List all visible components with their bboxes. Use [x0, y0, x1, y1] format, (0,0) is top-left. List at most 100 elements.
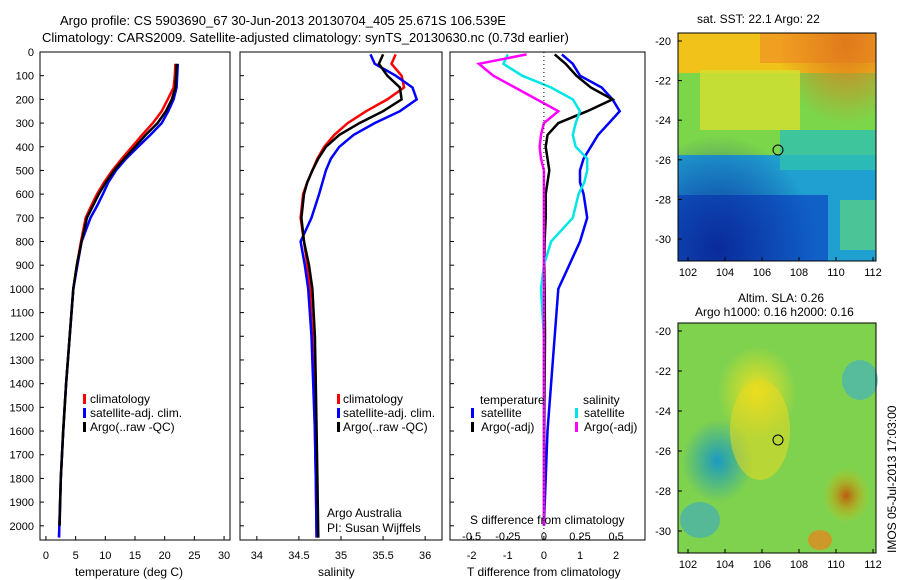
legend-argo-raw-2: Argo(..raw -QC)	[343, 420, 428, 434]
legend-swatch-s-satellite	[575, 408, 578, 418]
depth-tick-label: 900	[16, 260, 34, 272]
argo-location-marker-sla	[772, 434, 784, 446]
sla-map-title2: Argo h1000: 0.16 h2000: 0.16	[695, 305, 854, 319]
map-x-tick-label: 112	[864, 559, 882, 571]
x-tick-label: 36	[419, 550, 431, 562]
sst-map	[677, 32, 877, 262]
legend-climatology: climatology	[90, 392, 150, 406]
x2-tick-label: -0.25	[495, 531, 520, 543]
depth-tick-label: 0	[28, 47, 34, 59]
legend-swatch-s-argo	[575, 422, 578, 432]
map-y-tick-label: -24	[655, 115, 671, 127]
legend-swatch-satellite-2	[337, 408, 340, 418]
imos-timestamp: IMOS 05-Jul-2013 17:03:00	[885, 405, 899, 553]
map-y-tick-label: -28	[655, 194, 671, 206]
x-tick-label: 0	[43, 550, 49, 562]
temperature-plot: 0 5 10 15 20 25 30	[43, 63, 230, 562]
map-y-tick-label: -22	[655, 366, 671, 378]
depth-tick-label: 2000	[10, 521, 34, 533]
argo-location-marker-sst	[772, 144, 784, 156]
x-tick-label: 2	[613, 550, 619, 562]
map-y-tick-label: -26	[655, 155, 671, 167]
legend-salinity-heading: salinity	[583, 393, 620, 407]
series-line	[57, 63, 177, 538]
x2-tick-label: 0.25	[569, 531, 590, 543]
depth-axis: 0 100 200 300 400 500 600 700 800 900 1000 1100 1200…	[10, 47, 454, 533]
x-tick-label: 35	[335, 550, 347, 562]
legend-satellite-adj-2: satellite-adj. clim.	[343, 406, 435, 420]
legend-satellite-adj: satellite-adj. clim.	[90, 406, 182, 420]
x-tick-label: 0	[541, 550, 547, 562]
map-x-tick-label: 110	[827, 559, 845, 571]
legend-swatch-satellite	[83, 408, 86, 418]
legend-temperature: climatology satellite-adj. clim. Argo(..…	[83, 392, 182, 434]
legend-t-satellite: satellite	[481, 406, 522, 420]
difference-axes	[449, 51, 646, 541]
legend-swatch-argo	[83, 422, 86, 432]
map-x-tick-label: 102	[679, 559, 697, 571]
legend-salinity: climatology satellite-adj. clim. Argo(..…	[337, 392, 435, 434]
header-line2: Climatology: CARS2009. Satellite-adjuste…	[42, 30, 569, 45]
map-y-tick-label: -20	[655, 326, 671, 338]
credit-org: Argo Australia	[327, 506, 402, 520]
x-tick-label: 30	[218, 550, 230, 562]
x2-tick-label: -0.5	[462, 531, 481, 543]
x-tick-label: -2	[467, 550, 477, 562]
salinity-plot: 34 34.5 35 35.5 36	[251, 53, 431, 562]
map-axes: -20 -22 -24 -26 -28 -30 102 104 106 108 110 112 -20 -…	[655, 36, 882, 571]
map-x-tick-label: 112	[864, 267, 882, 279]
x-tick-label: 25	[188, 550, 200, 562]
depth-tick-label: 1700	[10, 450, 34, 462]
legend-s-satellite: satellite	[584, 406, 625, 420]
salinity-xlabel: salinity	[318, 565, 355, 579]
series-line	[300, 53, 403, 538]
legend-swatch-t-satellite	[471, 408, 474, 418]
header-line1: Argo profile: CS 5903690_67 30-Jun-2013 …	[60, 13, 506, 28]
sla-map	[677, 322, 878, 554]
legend-s-argo: Argo(-adj)	[584, 420, 637, 434]
map-x-tick-label: 108	[790, 267, 808, 279]
legend-argo-raw: Argo(..raw -QC)	[90, 420, 175, 434]
legend-climatology-2: climatology	[343, 392, 403, 406]
sst-map-title: sat. SST: 22.1 Argo: 22	[697, 12, 820, 26]
x-tick-label: 34.5	[288, 550, 309, 562]
x-tick-label: 35.5	[372, 550, 393, 562]
map-x-tick-label: 102	[679, 267, 697, 279]
map-y-tick-label: -26	[655, 446, 671, 458]
legend-swatch-t-argo	[471, 422, 474, 432]
depth-tick-label: 700	[16, 213, 34, 225]
depth-tick-label: 1000	[10, 284, 34, 296]
depth-tick-label: 1900	[10, 497, 34, 509]
series-line	[299, 53, 419, 538]
depth-tick-label: 1300	[10, 355, 34, 367]
map-x-tick-label: 104	[716, 559, 734, 571]
t-diff-xlabel: T difference from climatology	[467, 565, 621, 579]
s-diff-label: S difference from climatology	[470, 513, 625, 527]
series-line	[542, 53, 616, 526]
map-y-tick-label: -24	[655, 406, 671, 418]
map-y-tick-label: -30	[655, 234, 671, 246]
depth-tick-label: 1400	[10, 379, 34, 391]
map-x-tick-label: 106	[753, 267, 771, 279]
temperature-xlabel: temperature (deg C)	[75, 565, 183, 579]
depth-tick-label: 200	[16, 94, 34, 106]
legend-t-argo: Argo(-adj)	[481, 420, 534, 434]
depth-tick-label: 1500	[10, 402, 34, 414]
legend-swatch-climatology-2	[337, 394, 340, 404]
x-tick-label: 20	[159, 550, 171, 562]
x-tick-label: 15	[129, 550, 141, 562]
legend-difference: temperature salinity satellite Argo(-adj…	[471, 393, 637, 434]
x-tick-label: 10	[99, 550, 111, 562]
x-tick-label: 34	[251, 550, 263, 562]
legend-swatch-climatology	[83, 394, 86, 404]
sla-map-title1: Altim. SLA: 0.26	[738, 291, 824, 305]
legend-swatch-argo-2	[337, 422, 340, 432]
depth-tick-label: 1800	[10, 473, 34, 485]
depth-tick-label: 1100	[10, 308, 34, 320]
map-x-tick-label: 106	[753, 559, 771, 571]
map-x-tick-label: 104	[716, 267, 734, 279]
salinity-axes	[239, 51, 443, 541]
x-tick-label: -1	[503, 550, 513, 562]
